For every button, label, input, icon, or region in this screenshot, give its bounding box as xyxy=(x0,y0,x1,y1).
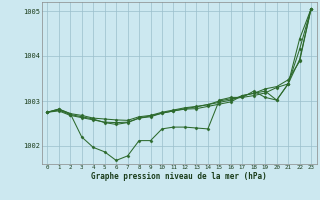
X-axis label: Graphe pression niveau de la mer (hPa): Graphe pression niveau de la mer (hPa) xyxy=(91,172,267,181)
